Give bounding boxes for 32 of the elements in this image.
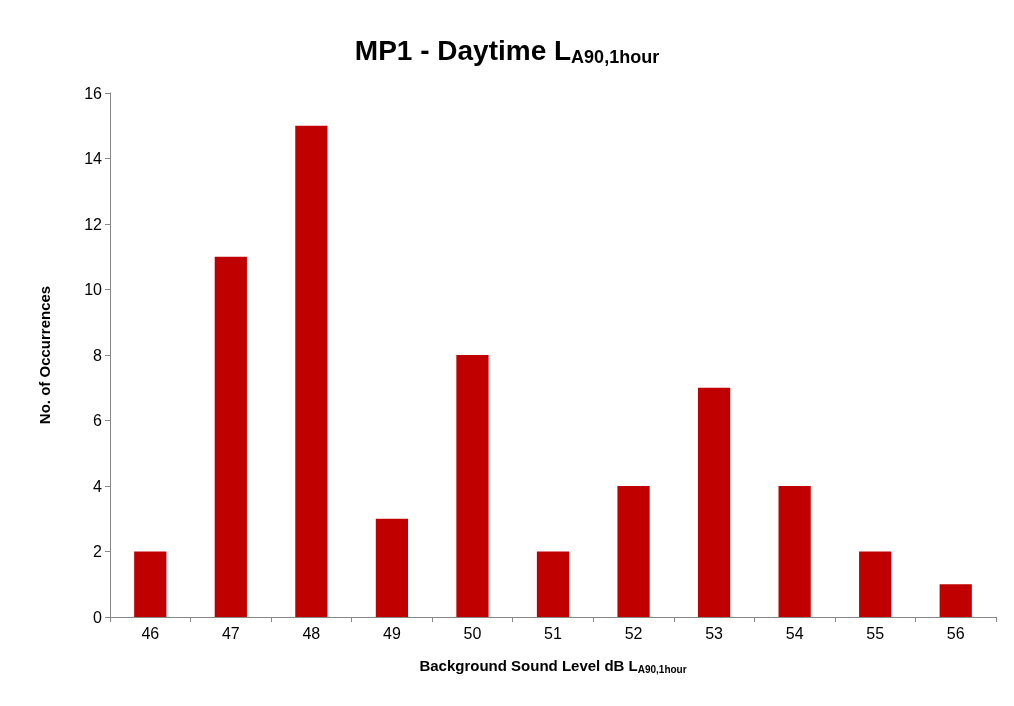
bar [617, 486, 650, 617]
bar [295, 125, 328, 617]
bar [536, 551, 570, 617]
y-tick-label: 14 [84, 150, 103, 167]
x-tick-label: 47 [221, 624, 240, 642]
x-tick-label: 51 [544, 624, 562, 642]
x-tick-label: 53 [705, 624, 724, 642]
x-tick-label: 49 [383, 624, 401, 642]
bar [134, 551, 167, 617]
bar [214, 256, 247, 617]
y-tick-label: 16 [84, 84, 103, 102]
bar [939, 584, 972, 617]
x-tick-label: 54 [785, 624, 804, 642]
x-tick-label: 52 [624, 624, 643, 642]
bar [375, 518, 409, 617]
y-tick-label: 2 [93, 543, 103, 560]
x-tick-label: 48 [302, 624, 321, 642]
y-tick-label: 10 [84, 281, 103, 298]
y-tick-label: 8 [93, 346, 103, 364]
y-tick-label: 6 [93, 412, 103, 429]
x-tick-label: 56 [946, 624, 965, 642]
bar [456, 355, 489, 617]
bar [778, 486, 811, 617]
x-tick-label: 50 [463, 624, 482, 642]
x-tick-label: 46 [141, 624, 160, 642]
bar [697, 387, 731, 617]
y-axis-title: No. of Occurrences [36, 285, 53, 425]
y-tick-label: 0 [93, 608, 103, 626]
y-tick-label: 12 [84, 215, 103, 233]
x-tick-label: 55 [866, 624, 885, 642]
y-tick-label: 4 [93, 477, 103, 495]
bar [859, 551, 892, 617]
